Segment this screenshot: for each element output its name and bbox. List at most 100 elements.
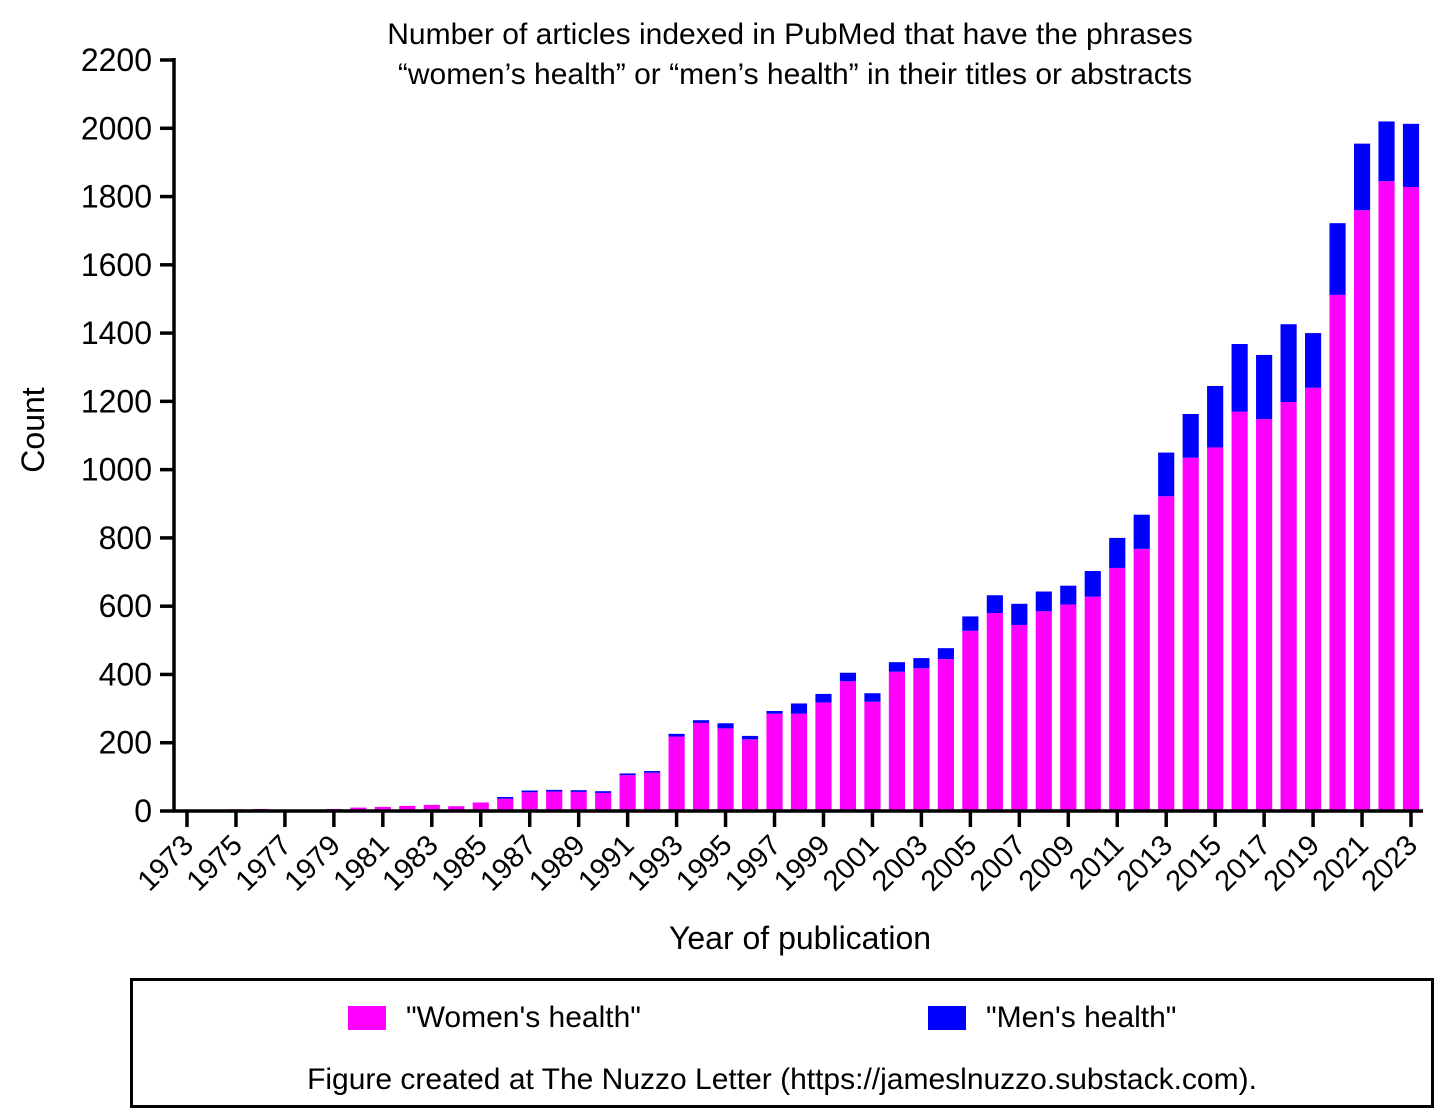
x-tick-label-2019: 2019 [1258,829,1326,897]
x-tick-label-1983: 1983 [377,829,445,897]
chart-title-line-1: Number of articles indexed in PubMed tha… [387,18,1192,51]
bar-women-2005 [962,630,979,811]
x-tick-label-1995: 1995 [670,829,738,897]
bar-men-2013 [1158,452,1175,497]
bar-women-1987 [521,792,538,811]
y-axis-label: Count [15,387,51,473]
bar-men-1998 [790,703,808,714]
x-tick-label-2023: 2023 [1356,829,1424,897]
bar-men-2015 [1207,386,1224,448]
bar-men-1994 [693,720,710,723]
x-tick-label-1975: 1975 [181,829,249,897]
bar-men-2020 [1329,223,1346,295]
x-tick-label-1987: 1987 [474,829,542,897]
bar-men-2019 [1305,333,1322,388]
bar-men-1986 [497,797,514,799]
bar-men-1991 [619,773,636,776]
x-tick-label-1981: 1981 [328,829,396,897]
y-tick-label-1000: 1000 [81,452,152,488]
bar-men-2001 [864,693,881,702]
bar-women-2023 [1402,186,1420,812]
bar-men-2023 [1402,123,1420,187]
bar-men-1996 [741,735,759,740]
bar-women-1994 [693,722,710,811]
bar-men-2010 [1084,571,1101,597]
x-tick-label-1989: 1989 [523,829,591,897]
x-tick-label-2011: 2011 [1063,829,1130,896]
x-tick-label-1997: 1997 [719,829,787,897]
legend-item-women: "Women's health" [348,1001,641,1034]
bar-men-2008 [1035,591,1052,612]
bar-women-1982 [399,805,416,811]
bar-women-1990 [595,792,612,811]
legend-label-men: "Men's health" [986,1001,1177,1034]
bar-women-1995 [717,728,734,811]
bar-women-2011 [1109,567,1126,811]
bar-women-1986 [497,798,514,811]
legend-swatch-women [348,1006,386,1030]
bar-men-2022 [1378,121,1395,182]
bar-women-2016 [1231,411,1248,811]
bar-women-2009 [1060,604,1077,811]
bar-men-1992 [644,771,661,773]
bar-women-2021 [1353,210,1371,811]
y-tick-label-600: 600 [99,588,152,624]
x-tick-label-1999: 1999 [768,829,836,897]
bar-men-1999 [815,693,832,703]
bar-women-1993 [668,736,685,811]
bar-women-1997 [766,713,783,811]
bar-men-2009 [1060,585,1077,605]
x-tick-label-1979: 1979 [279,829,347,897]
bar-women-1991 [619,775,636,811]
bar-men-2004 [937,648,954,660]
bar-women-2003 [913,668,930,811]
x-tick-label-2005: 2005 [915,829,983,897]
y-tick-label-1800: 1800 [81,179,152,215]
bar-men-2012 [1133,514,1150,549]
legend: "Women's health" "Men's health" Figure c… [130,978,1434,1108]
legend-item-men: "Men's health" [928,1001,1177,1034]
x-tick-label-2007: 2007 [964,829,1032,897]
bar-women-2013 [1158,496,1175,811]
bar-men-2016 [1231,344,1248,412]
bar-men-1993 [668,733,685,737]
bar-women-2001 [864,701,881,811]
bar-men-2021 [1353,143,1371,211]
chart-title-line-2: “women’s health” or “men’s health” in th… [398,58,1192,91]
bar-women-2022 [1378,181,1395,811]
bar-women-1981 [374,806,391,811]
bar-men-1989 [570,790,587,792]
bar-women-1983 [423,804,440,811]
bar-men-2011 [1109,537,1126,568]
bar-women-2018 [1280,402,1297,811]
bar-men-1988 [546,789,563,792]
bar-men-2007 [1011,603,1028,625]
bar-women-1989 [570,791,587,811]
bar-men-2002 [888,662,905,672]
y-tick-label-1600: 1600 [81,247,152,283]
bar-women-2017 [1256,419,1273,811]
bar-women-2004 [937,659,954,811]
bar-women-2014 [1182,457,1199,811]
bar-women-2010 [1084,596,1101,811]
y-tick-label-200: 200 [99,725,152,761]
x-tick-label-1991: 1991 [572,829,640,897]
bar-men-1987 [521,790,538,793]
x-tick-label-2021: 2021 [1307,829,1375,897]
y-tick-label-800: 800 [99,520,152,556]
x-axis-label: Year of publication [669,920,931,956]
bar-men-2003 [913,658,930,669]
bar-men-2000 [839,672,857,682]
bar-women-2020 [1329,294,1346,811]
bar-women-2002 [888,671,905,811]
bar-women-2006 [986,613,1003,811]
bar-women-2019 [1305,387,1322,811]
figure-credit: Figure created at The Nuzzo Letter (http… [307,1063,1257,1096]
x-tick-label-2017: 2017 [1209,829,1277,897]
bar-men-1995 [717,723,734,729]
y-tick-label-0: 0 [134,793,152,829]
bar-women-2012 [1133,548,1150,811]
bar-men-2014 [1182,413,1199,458]
y-tick-label-2200: 2200 [81,42,152,78]
x-tick-label-2001: 2001 [817,829,885,897]
